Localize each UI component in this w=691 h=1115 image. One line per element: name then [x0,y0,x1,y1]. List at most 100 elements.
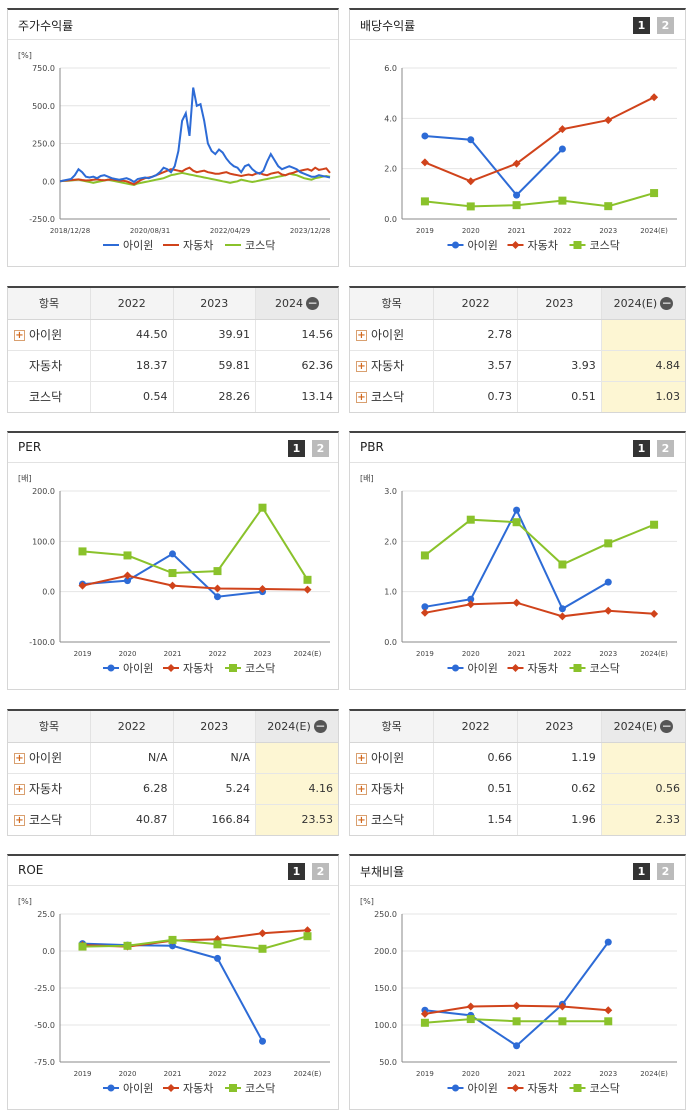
expand-plus-icon[interactable]: + [14,330,25,341]
legend-label[interactable]: 자동차 [183,239,213,252]
legend-label[interactable]: 코스닥 [245,1082,275,1095]
column-header: 2022 [90,288,173,320]
collapse-icon[interactable]: − [313,719,327,733]
legend-label[interactable]: 자동차 [183,662,213,675]
x-tick-label: 2020 [462,227,480,235]
row-name[interactable]: + 자동차 [350,350,434,382]
series-line [424,96,655,183]
row-name[interactable]: + 아이윈 [8,742,91,774]
data-point [78,942,87,951]
x-tick-label: 2023/12/28 [290,227,330,235]
page-2-button[interactable]: 2 [657,440,674,457]
data-point [420,551,429,560]
table-cell: 23.53 [255,804,338,835]
page-2-button[interactable]: 2 [312,863,329,880]
y-tick-label: 2.0 [384,165,397,174]
row-name[interactable]: + 아이윈 [8,319,91,351]
table-cell: N/A [90,742,173,774]
page-2-button[interactable]: 2 [657,17,674,34]
legend-marker [107,664,115,672]
data-point [604,539,613,548]
table-cell [600,742,685,774]
table-cell: 2.78 [433,319,518,351]
legend-label[interactable]: 아이윈 [468,1081,498,1095]
expand-plus-icon[interactable]: + [14,815,25,827]
x-tick-label: 2019 [74,1070,92,1078]
legend-label[interactable]: 코스닥 [590,1082,620,1095]
x-tick-label: 2024(E) [294,650,322,658]
table-cell: 0.56 [600,773,685,805]
legend-label[interactable]: 코스닥 [590,662,620,675]
page-1-button[interactable]: 1 [633,17,650,34]
legend-label[interactable]: 자동차 [528,662,558,675]
row-name[interactable]: + 자동차 [8,773,91,805]
page-2-button[interactable]: 2 [657,863,674,880]
column-header: 항목 [350,288,434,320]
expand-plus-icon[interactable]: + [14,784,25,795]
series-line [82,505,309,581]
legend-label[interactable]: 아이윈 [123,238,153,252]
legend-label[interactable]: 자동차 [528,1082,558,1095]
page-1-button[interactable]: 1 [633,863,650,880]
row-name[interactable]: + 아이윈 [350,319,434,351]
row-name[interactable]: + 코스닥 [14,813,63,828]
x-tick-label: 2022 [209,650,227,658]
expand-plus-icon[interactable]: + [356,392,367,404]
legend-label[interactable]: 코스닥 [245,239,275,252]
x-tick-label: 2022/04/29 [210,227,250,235]
expand-plus-icon[interactable]: + [356,784,367,795]
data-point [558,1017,567,1026]
page-1-button[interactable]: 1 [288,863,305,880]
collapse-icon[interactable]: − [306,296,319,310]
x-tick-label: 2020 [462,1070,480,1078]
legend-label[interactable]: 아이윈 [123,1081,153,1095]
data-point [558,145,566,153]
collapse-icon[interactable]: − [660,719,674,733]
panel-header: ROE 1 2 [8,856,338,886]
column-header: 항목 [350,711,434,743]
legend-label[interactable]: 코스닥 [245,662,275,675]
y-tick-label: -250.0 [29,215,55,224]
column-header: 항목 [8,288,91,320]
data-table: 항목 2022 2023 2024(E) − + 아이윈 2.78 + 자동차 3.57 3.93 4.… [350,288,685,412]
legend-label[interactable]: 자동차 [183,1082,213,1095]
expand-plus-icon[interactable]: + [356,330,367,341]
data-point [558,125,567,134]
data-point [604,938,612,946]
legend-marker [452,664,459,672]
page-1-button[interactable]: 1 [633,440,650,457]
expand-plus-icon[interactable]: + [356,815,367,827]
expand-plus-icon[interactable]: + [356,753,367,764]
legend-label[interactable]: 코스닥 [590,239,620,252]
data-point [558,612,567,621]
legend-label[interactable]: 아이윈 [468,661,498,675]
data-point [650,609,659,618]
unit-label: [배] [18,474,32,483]
stock-return-panel: 주가수익률 [%] 750.0 500.0 250.0 0.0 -250.0 2018/12… [7,8,339,267]
dividend-yield-table: 항목 2022 2023 2024(E) − + 아이윈 2.78 + 자동차 3.57 3.93 4.… [349,286,686,413]
per-panel: PER 1 2 [배] 200.0 100.0 0.0 -100.0 2019 2020 20… [7,431,339,690]
legend-label[interactable]: 자동차 [528,239,558,252]
row-name[interactable]: + 코스닥 [356,390,405,405]
page-2-button[interactable]: 2 [312,440,329,457]
data-point [124,577,131,585]
table-cell: 18.37 [90,350,173,382]
data-point [650,93,659,102]
row-name[interactable]: + 코스닥 [356,813,405,828]
collapse-icon[interactable]: − [660,296,674,310]
x-tick-label: 2018/12/28 [50,227,90,235]
expand-plus-icon[interactable]: + [14,753,25,764]
table-cell: 44.50 [90,319,173,351]
y-tick-label: 500.0 [32,102,55,111]
series-line [82,574,308,591]
expand-plus-icon[interactable]: + [356,361,367,372]
x-tick-label: 2023 [254,650,272,658]
legend-label[interactable]: 아이윈 [468,238,498,252]
row-name[interactable]: + 아이윈 [350,742,434,774]
per-table: 항목 2022 2023 2024(E) − + 아이윈 N/A N/A + 자동차 6.28 5.24… [7,709,339,836]
panel-title: 부채비율 [360,865,405,879]
legend-marker [229,1084,237,1092]
legend-label[interactable]: 아이윈 [123,661,153,675]
page-1-button[interactable]: 1 [288,440,305,457]
row-name[interactable]: + 자동차 [350,773,434,805]
